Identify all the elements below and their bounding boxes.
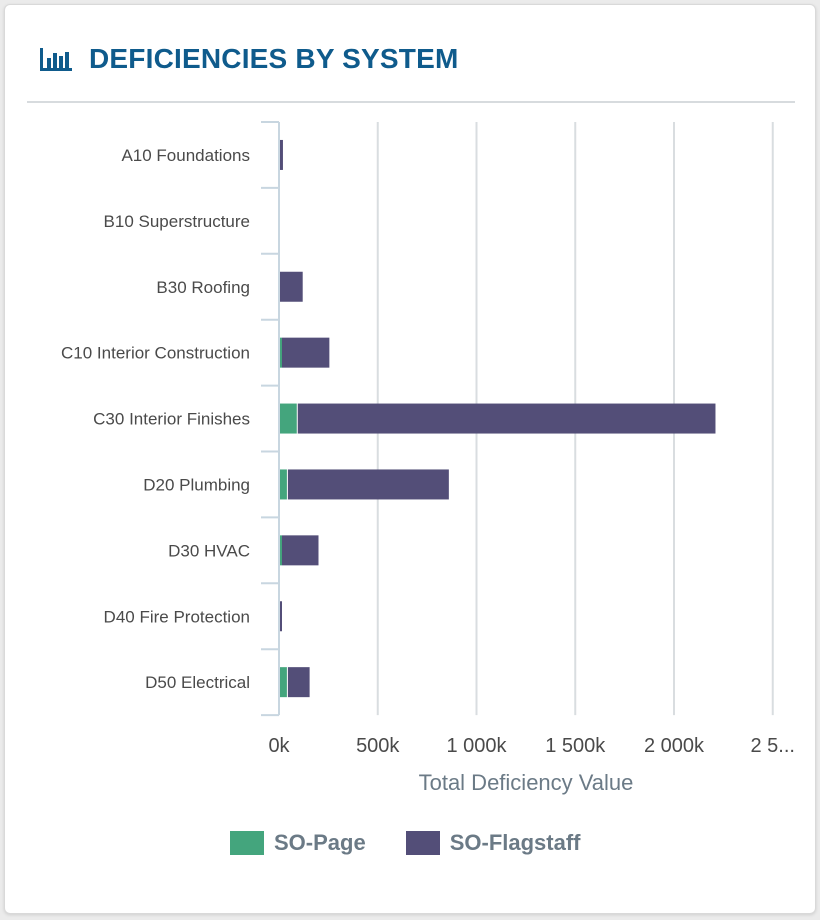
bar-so-flagstaff[interactable] [280,139,283,170]
header-divider [27,101,795,103]
category-label: D30 HVAC [168,541,250,560]
category-label: B10 Superstructure [104,212,250,231]
category-label: C30 Interior Finishes [93,410,250,429]
bar-so-flagstaff[interactable] [287,667,310,698]
legend-label-so-flagstaff: SO-Flagstaff [449,830,581,855]
bar-so-flagstaff[interactable] [287,469,449,500]
x-tick-label: 2 000k [644,735,705,757]
x-tick-label: 500k [356,735,400,757]
category-label: C10 Interior Construction [61,344,250,363]
category-label: D40 Fire Protection [104,607,250,626]
chart-card: DEFICIENCIES BY SYSTEM [4,4,816,914]
bar-so-page[interactable] [280,337,282,368]
bar-so-flagstaff[interactable] [280,271,303,302]
bar-so-page[interactable] [280,469,287,500]
legend-label-so-page: SO-Page [274,830,366,855]
bar-so-flagstaff[interactable] [297,403,716,434]
category-label: B30 Roofing [156,278,250,297]
bar-chart-icon [40,48,72,71]
x-tick-label: 1 500k [545,735,606,757]
card-header: DEFICIENCIES BY SYSTEM [39,41,459,77]
bar-so-flagstaff[interactable] [281,535,319,566]
bar-so-page[interactable] [280,403,297,434]
legend-item-so-page[interactable]: SO-Page [230,830,366,856]
x-axis-title: Total Deficiency Value [419,770,634,795]
chart-title: DEFICIENCIES BY SYSTEM [89,43,459,74]
bar-so-page[interactable] [280,535,282,566]
bar-so-flagstaff[interactable] [281,337,330,368]
category-label: A10 Foundations [121,146,250,165]
legend-swatch-so-page [230,831,264,855]
legend-item-so-flagstaff[interactable]: SO-Flagstaff [405,830,581,856]
chart-legend: SO-Page SO-Flagstaff [230,830,621,856]
legend-swatch-so-flagstaff [405,831,440,855]
x-tick-label: 1 000k [446,735,507,757]
x-tick-label: 2 5... [751,735,795,757]
bar-so-page[interactable] [280,667,287,698]
category-label: D20 Plumbing [143,475,250,494]
category-label: D50 Electrical [145,673,250,692]
x-tick-label: 0k [268,735,290,757]
bar-so-flagstaff[interactable] [280,601,282,632]
